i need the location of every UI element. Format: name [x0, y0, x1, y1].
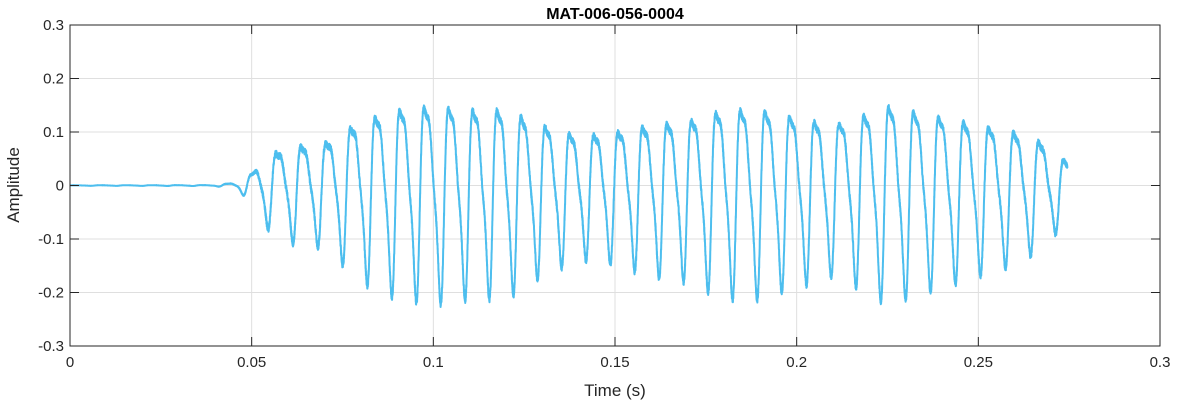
chart-title: MAT-006-056-0004 — [546, 6, 684, 23]
y-tick-label: 0.2 — [43, 71, 64, 88]
x-axis-label: Time (s) — [584, 381, 646, 400]
y-tick-label: 0.1 — [43, 124, 64, 141]
x-tick-label: 0.1 — [423, 354, 444, 371]
x-tick-label: 0 — [66, 354, 74, 371]
x-tick-labels: 0 0.05 0.1 0.15 0.2 0.25 0.3 — [66, 354, 1171, 371]
x-tick-label: 0.2 — [786, 354, 807, 371]
x-tick-label: 0.25 — [964, 354, 993, 371]
y-axis-label: Amplitude — [4, 147, 23, 223]
y-tick-label: -0.3 — [38, 338, 64, 355]
x-tick-label: 0.05 — [237, 354, 266, 371]
x-tick-label: 0.3 — [1150, 354, 1171, 371]
x-tick-label: 0.15 — [600, 354, 629, 371]
y-tick-label: 0.3 — [43, 17, 64, 34]
tick-marks — [69, 24, 1161, 347]
y-tick-label: -0.2 — [38, 285, 64, 302]
waveform-line — [69, 104, 1069, 308]
y-tick-labels: -0.3 -0.2 -0.1 0 0.1 0.2 0.3 — [38, 17, 64, 355]
y-tick-label: 0 — [56, 178, 64, 195]
y-tick-label: -0.1 — [38, 231, 64, 248]
